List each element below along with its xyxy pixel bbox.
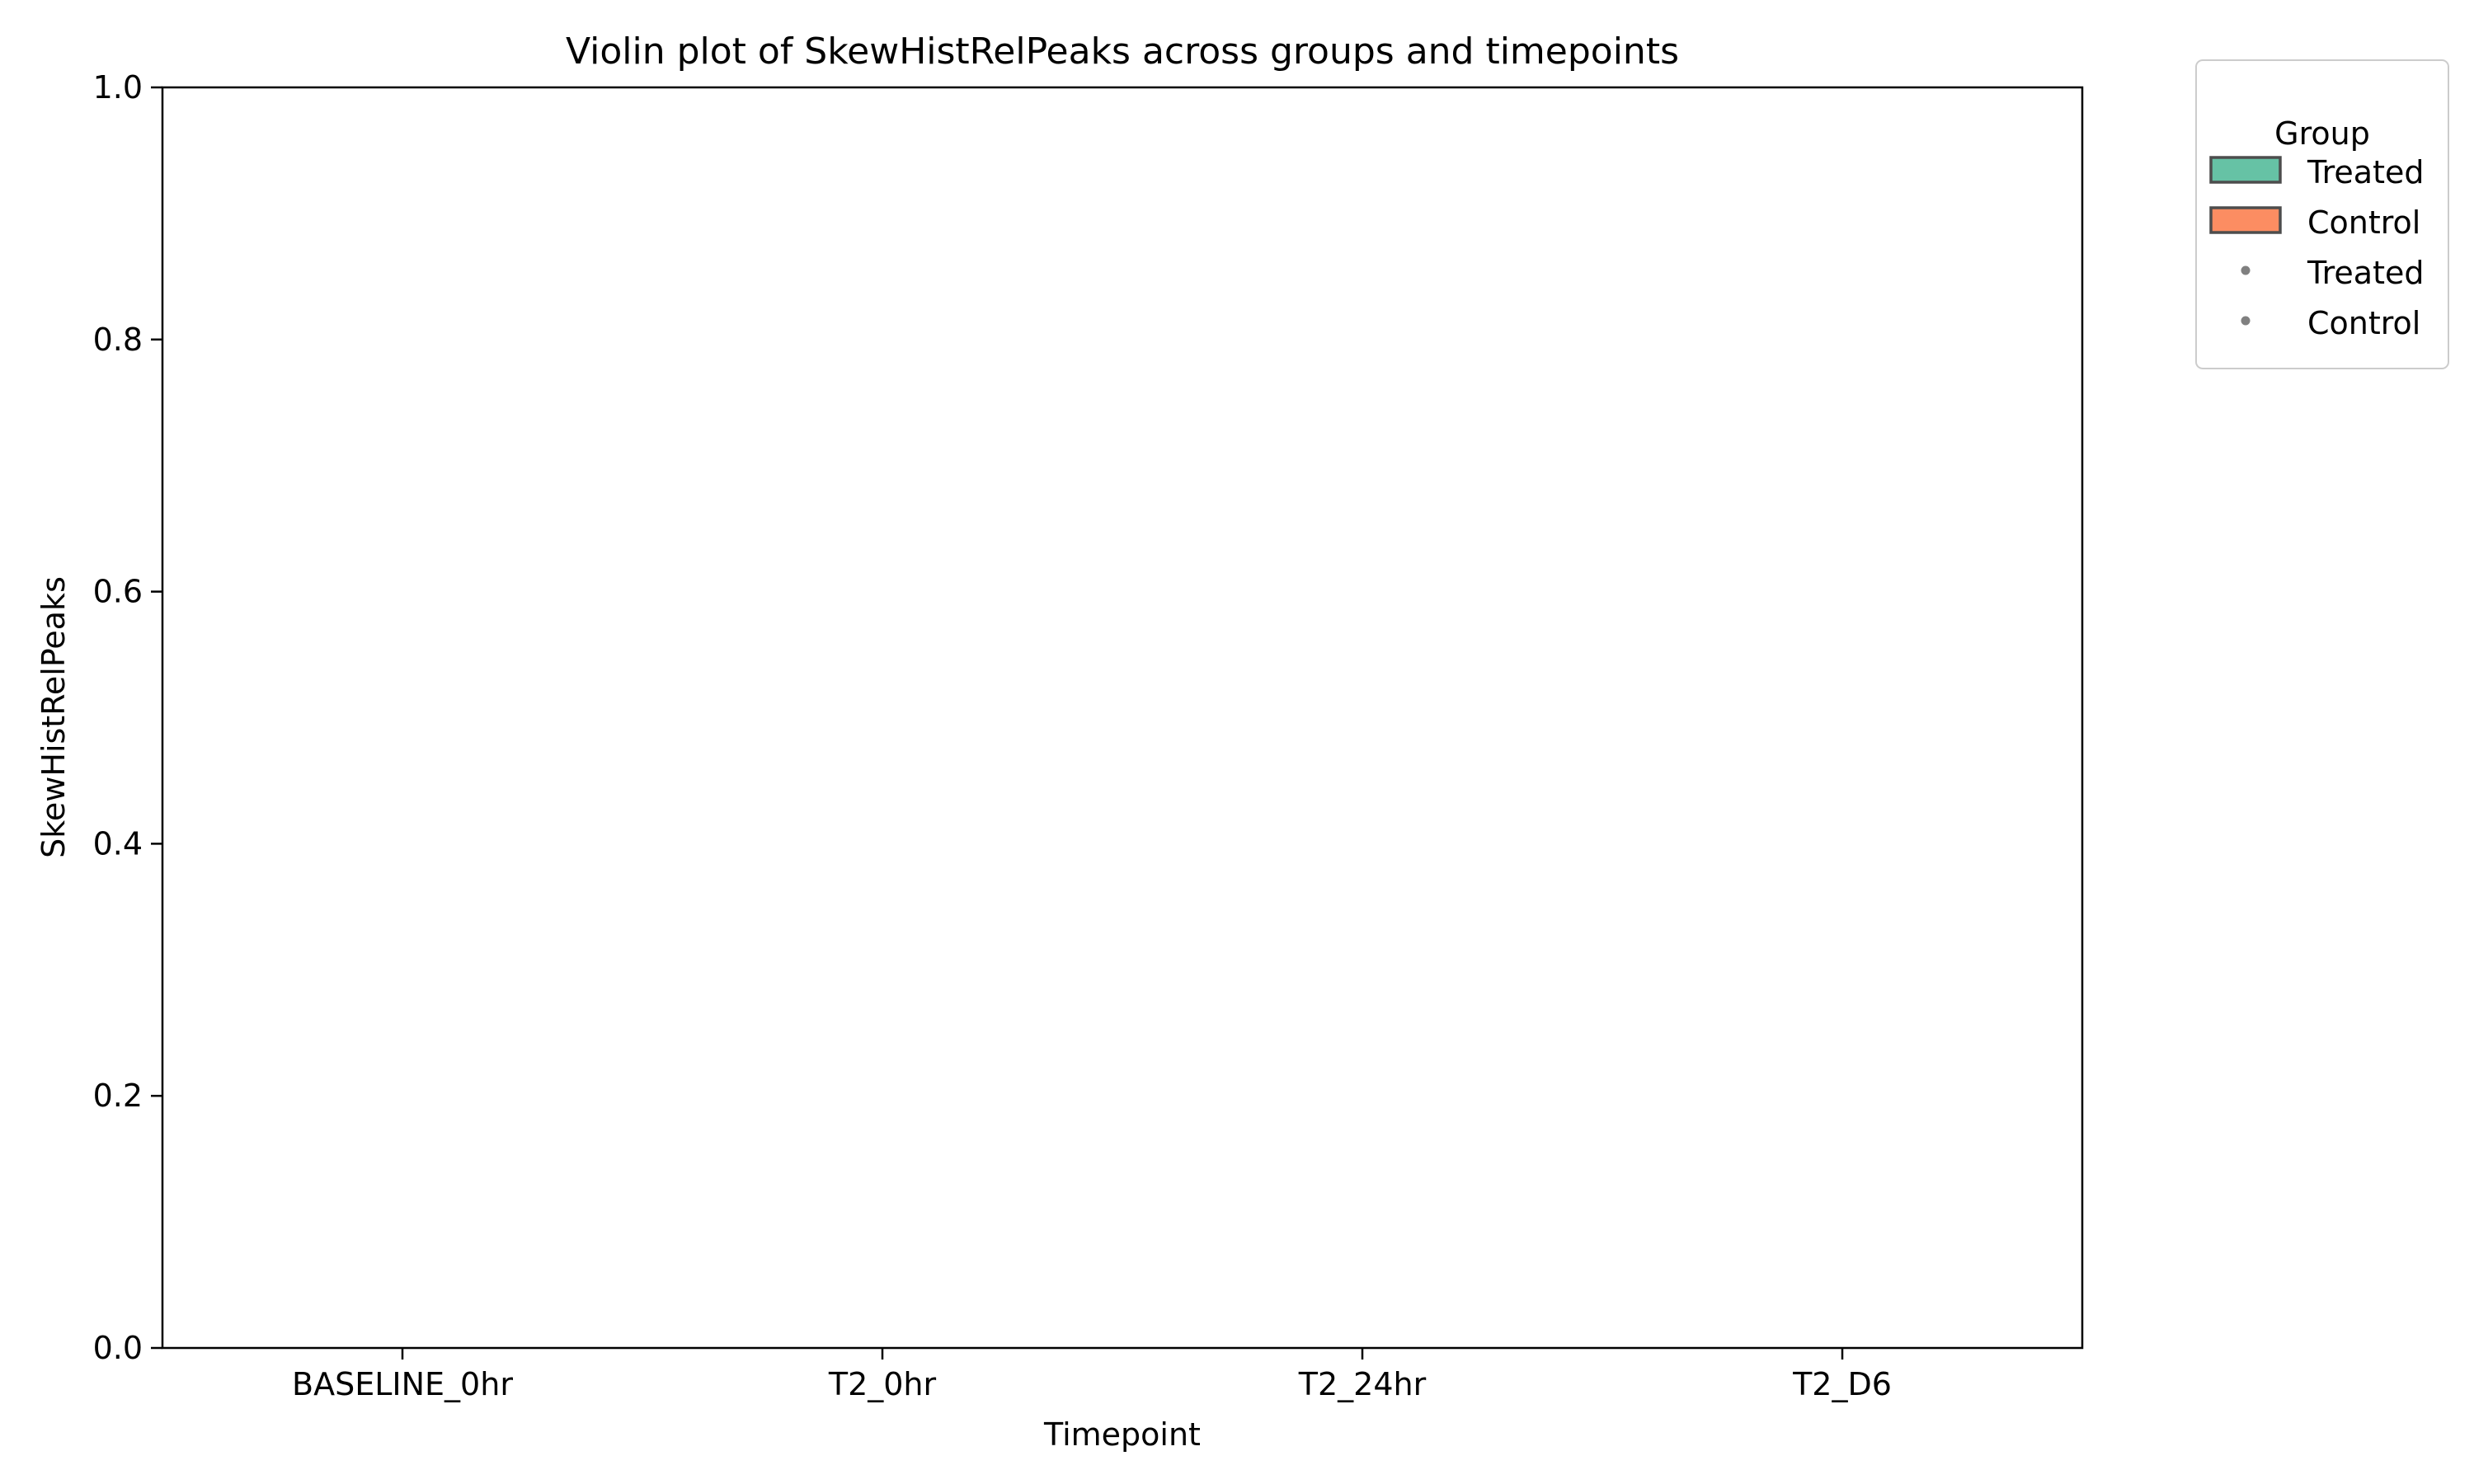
legend-dot-marker: [2241, 316, 2251, 326]
legend-title: Group: [2274, 115, 2370, 152]
legend-label: Treated: [2307, 154, 2424, 190]
y-tick-label: 0.2: [93, 1078, 143, 1114]
plot-area: [161, 86, 2084, 1350]
legend-dot-marker: [2241, 265, 2251, 275]
y-axis: 0.0 0.2 0.4 0.6 0.8 1.0: [93, 69, 162, 1366]
legend-swatch: [2209, 206, 2282, 234]
x-axis-label: Timepoint: [1043, 1416, 1201, 1453]
x-tick-label: BASELINE_0hr: [292, 1366, 513, 1402]
y-tick-label: 0.6: [93, 574, 143, 610]
legend: Group Treated Control Treated Control: [2195, 59, 2449, 369]
legend-label: Control: [2307, 204, 2420, 241]
legend-entries: Treated Control Treated Control: [2209, 154, 2424, 341]
legend-label: Treated: [2307, 255, 2424, 291]
legend-swatch: [2209, 156, 2282, 184]
x-tick-label: T2_0hr: [828, 1366, 937, 1402]
x-tick-label: T2_D6: [1792, 1366, 1892, 1402]
y-axis-label: SkewHistRelPeaks: [35, 576, 72, 858]
y-tick-label: 0.0: [93, 1330, 143, 1366]
y-tick-label: 0.4: [93, 825, 143, 862]
chart-title: Violin plot of SkewHistRelPeaks across g…: [566, 31, 1679, 73]
y-tick-label: 1.0: [93, 69, 143, 106]
x-tick-label: T2_24hr: [1298, 1366, 1427, 1402]
legend-label: Control: [2307, 305, 2420, 341]
x-axis: BASELINE_0hr T2_0hr T2_24hr T2_D6: [292, 1348, 1892, 1402]
y-tick-label: 0.8: [93, 322, 143, 358]
legend-frame: [2195, 59, 2449, 369]
